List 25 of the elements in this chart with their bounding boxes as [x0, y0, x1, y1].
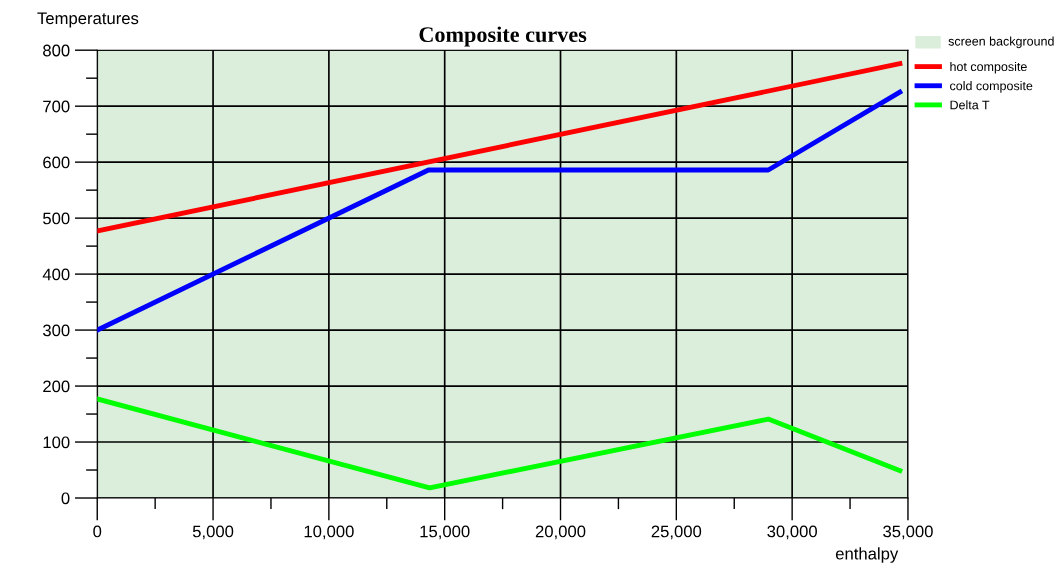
x-tick-label: 15,000	[420, 525, 470, 540]
x-tick-label: 35,000	[883, 525, 933, 540]
x-axis-title: enthalpy	[835, 547, 899, 563]
y-tick-label: 100	[43, 436, 70, 449]
x-tick-label: 0	[93, 525, 102, 538]
y-tick-label: 500	[43, 212, 70, 225]
x-tick-label: 10,000	[304, 525, 354, 540]
x-tick-label: 25,000	[651, 525, 702, 540]
y-tick-label: 600	[43, 156, 70, 169]
y-tick-label: 200	[43, 380, 70, 393]
y-tick-label: 800	[43, 44, 70, 57]
legend-label: cold composite	[950, 81, 1033, 93]
line-series	[97, 396, 903, 491]
y-tick-label: 400	[42, 268, 70, 281]
legend-label: hot composite	[950, 61, 1027, 74]
x-tick-label: 5,000	[192, 525, 234, 540]
y-tick-label: 700	[43, 100, 70, 113]
y-tick-label: 300	[42, 324, 70, 337]
x-tick-label: 20,000	[535, 525, 586, 540]
chart-title: Composite curves	[419, 26, 587, 47]
text: screen background	[948, 36, 1054, 49]
legend-label: Delta T	[950, 100, 990, 110]
y-tick-label: 0	[61, 492, 70, 505]
x-tick-label: 30,000	[767, 525, 817, 540]
y-axis-title: Temperatures	[37, 12, 139, 28]
